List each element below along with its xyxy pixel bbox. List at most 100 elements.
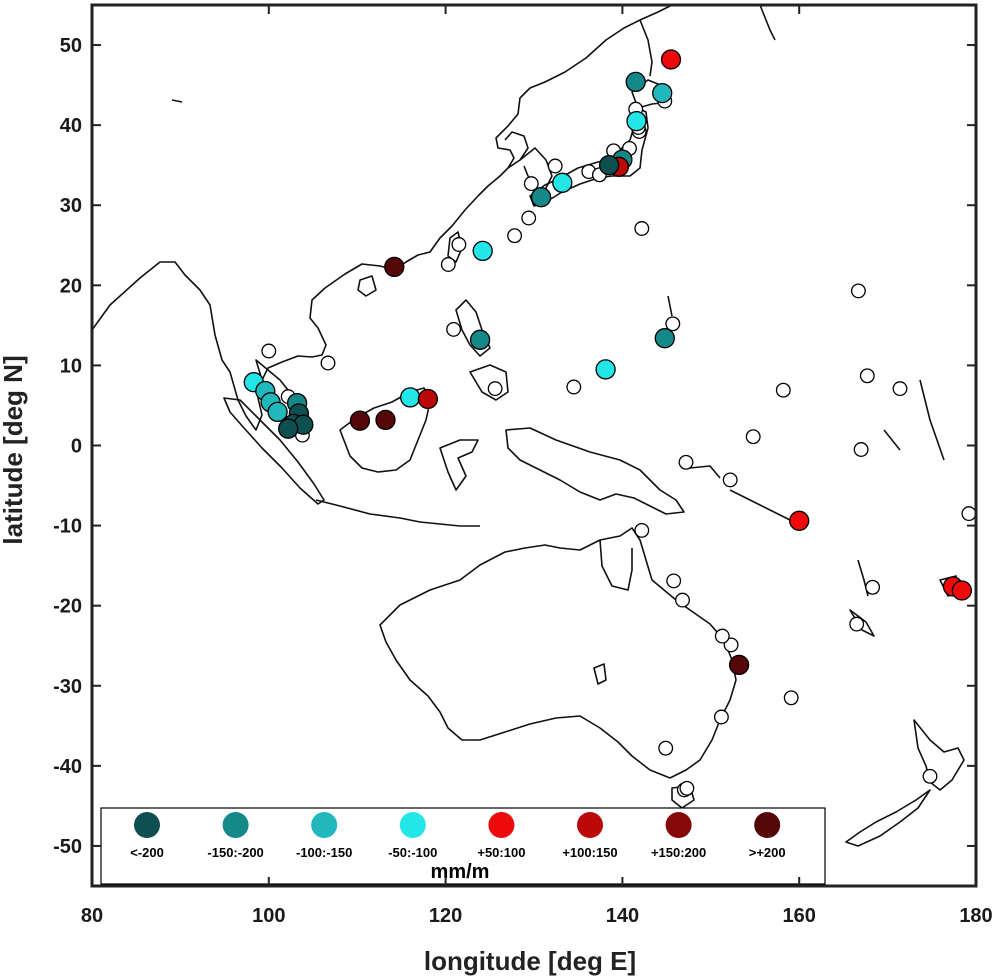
coastline-borneo: [339, 387, 431, 473]
station-marker-neutral: [922, 768, 938, 784]
legend-label-m100_150: -100:-150: [296, 845, 352, 860]
y-tick-label: -10: [53, 516, 82, 538]
y-tick-label: -50: [53, 836, 82, 858]
station-marker-neutral: [521, 210, 537, 226]
station-marker-gt200: [384, 256, 405, 278]
coastline-small-islands: [171, 99, 945, 461]
station-marker-m150_200: [469, 329, 491, 350]
station-marker-neutral: [446, 321, 462, 337]
station-marker-neutral: [713, 709, 729, 725]
station-marker-neutral: [859, 368, 875, 384]
station-marker-gt200: [349, 410, 371, 431]
station-marker-neutral: [658, 740, 674, 756]
x-tick-label: 120: [429, 905, 462, 927]
coastline-new-zealand-south: [845, 789, 931, 847]
legend-label-lt200: <-200: [130, 845, 164, 860]
station-marker-m50_100: [552, 172, 573, 193]
station-marker-p50_100: [951, 580, 973, 601]
coastline-luzon: [455, 299, 491, 357]
station-marker-neutral: [634, 221, 650, 236]
y-tick-label: -20: [53, 596, 82, 618]
x-tick-label: 160: [783, 905, 816, 927]
y-tick-label: 50: [60, 35, 82, 57]
x-axis-label: longitude [deg E]: [424, 946, 636, 976]
station-marker-neutral: [665, 316, 681, 332]
y-tick-label: 30: [60, 195, 82, 217]
station-marker-neutral: [678, 454, 694, 470]
legend-marker-p100_150: [577, 812, 603, 838]
legend-unit: mm/m: [431, 861, 490, 883]
coastline-sakhalin: [639, 19, 653, 77]
coastline-new-zealand-north: [913, 719, 965, 791]
coastline-bohai: [504, 131, 529, 169]
legend-label-p100_150: +100:150: [562, 845, 617, 860]
station-marker-gt200: [728, 654, 750, 676]
station-marker-neutral: [261, 343, 277, 359]
station-marker-p100_150: [417, 388, 439, 410]
coastline-sulawesi: [439, 439, 479, 491]
y-tick-label: 40: [60, 115, 82, 137]
station-marker-neutral: [507, 228, 523, 244]
station-marker-neutral: [451, 237, 467, 252]
station-marker-p50_100: [789, 510, 810, 531]
station-marker-neutral: [722, 472, 738, 488]
station-marker-m50_100: [626, 110, 647, 132]
station-marker-neutral: [783, 690, 799, 706]
station-marker-m50_100: [595, 359, 616, 380]
y-tick-label: 20: [60, 275, 82, 297]
y-tick-label: 0: [71, 436, 82, 458]
legend-box: [100, 807, 826, 885]
station-marker-neutral: [666, 573, 682, 589]
legend-label-p50_100: +50:100: [477, 845, 525, 860]
x-tick-label: 100: [252, 905, 285, 927]
x-tick-label: 180: [959, 905, 992, 927]
station-marker-neutral: [714, 628, 730, 644]
station-marker-m100_150: [267, 401, 288, 423]
station-marker-neutral: [850, 283, 866, 299]
x-tick-label: 80: [81, 905, 103, 927]
legend-label-gt200: >+200: [749, 845, 786, 860]
station-marker-m150_200: [654, 328, 675, 349]
legend-marker-gt200: [754, 812, 781, 838]
station-marker-neutral: [892, 381, 908, 397]
station-marker-neutral: [853, 442, 869, 457]
legend-label-p150_200: +150:200: [651, 845, 706, 860]
station-marker-m50_100: [400, 387, 421, 408]
station-marker-neutral: [745, 429, 761, 445]
coastline-okhotsk: [759, 5, 776, 41]
station-marker-neutral: [440, 257, 456, 272]
x-tick-label: 140: [606, 905, 639, 927]
station-marker-neutral: [523, 176, 539, 192]
y-axis-ticks: 50 40 30 20 10 0 -10 -20 -30 -40 -50: [53, 35, 976, 858]
legend-marker-m150_200: [222, 812, 249, 838]
coastline-hainan: [357, 275, 377, 297]
station-marker-neutral: [634, 522, 650, 538]
station-marker-neutral: [865, 579, 881, 595]
coastline-new-guinea: [505, 427, 685, 515]
legend-marker-p150_200: [665, 812, 692, 838]
tide-gauge-stations: [243, 49, 976, 798]
coastline-lake-eyre: [593, 663, 607, 685]
station-marker-neutral: [566, 379, 582, 395]
station-marker-neutral: [547, 158, 563, 174]
coastline-australia: [379, 527, 737, 779]
x-axis-ticks: 80 100 120 140 160 180: [81, 5, 993, 927]
legend-marker-p50_100: [488, 812, 515, 838]
legend-items: <-200 -150:-200 -100:-150 -50:-100 +50:100 +1…: [130, 812, 786, 860]
y-tick-label: 10: [60, 355, 82, 377]
legend-marker-m100_150: [311, 812, 338, 838]
legend-marker-lt200: [134, 812, 160, 838]
coastline-bismarck: [689, 465, 791, 521]
y-tick-label: -30: [53, 676, 82, 698]
station-marker-neutral: [679, 780, 695, 796]
station-marker-neutral: [487, 381, 503, 397]
coastline-asia: [92, 5, 673, 431]
station-marker-m150_200: [530, 187, 552, 208]
legend-label-m150_200: -150:-200: [207, 845, 263, 860]
plot-background: [92, 5, 976, 886]
station-marker-m100_150: [652, 82, 673, 104]
coastline-taiwan: [447, 231, 463, 263]
map-plot-area: <-200 -150:-200 -100:-150 -50:-100 +50:100 +1…: [90, 3, 978, 888]
station-marker-neutral: [320, 355, 336, 371]
